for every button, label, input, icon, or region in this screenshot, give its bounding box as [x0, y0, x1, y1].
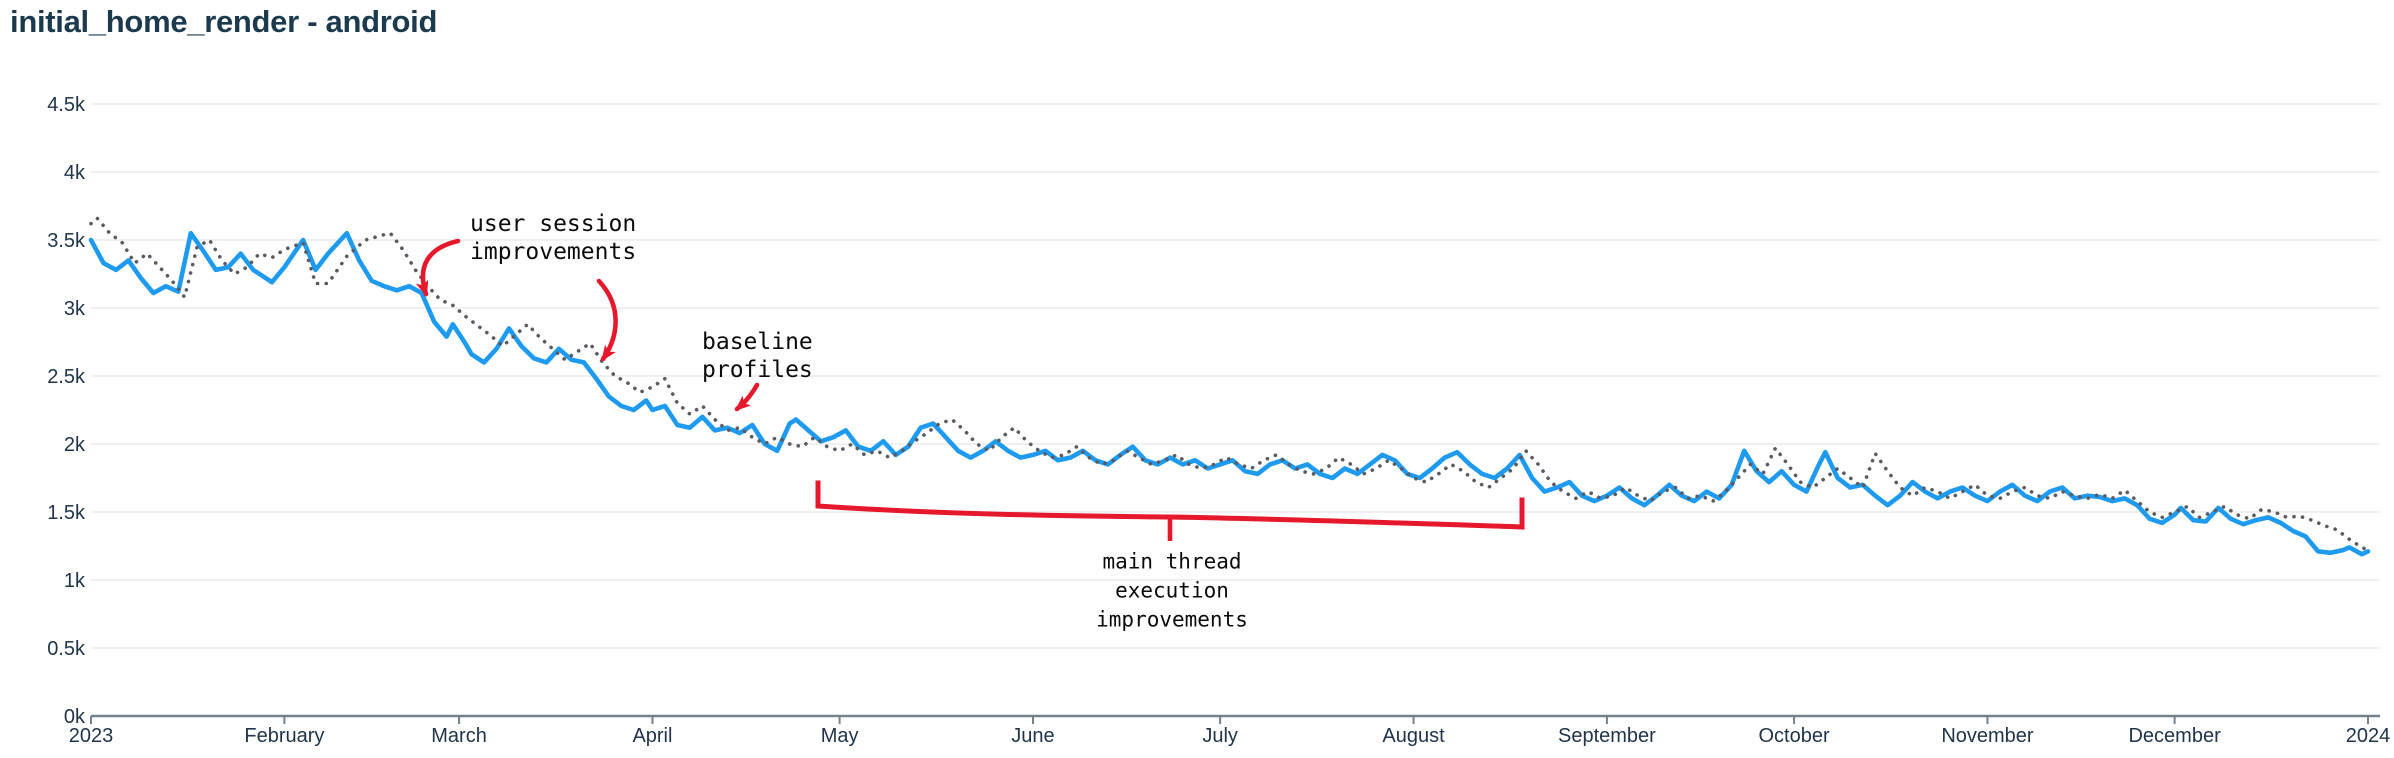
annotation-text-baseline-profiles: baseline	[702, 329, 813, 355]
y-axis-label-1k: 1k	[64, 570, 86, 592]
x-axis-label-April: April	[632, 725, 672, 747]
y-axis-label-4k: 4k	[64, 162, 86, 184]
series-solid_blue-line	[88, 230, 2371, 557]
y-axis-label-2.5k: 2.5k	[47, 366, 86, 388]
x-axis-label-November: November	[1941, 725, 2034, 747]
x-axis-label-September: September	[1558, 725, 1656, 747]
annotation-text-user-session: improvements	[470, 239, 636, 265]
y-axis-label-4.5k: 4.5k	[47, 94, 86, 116]
annotation-text-main-thread: improvements	[1096, 607, 1248, 631]
y-axis-label-2k: 2k	[64, 434, 86, 456]
annotation-text-baseline-profiles: profiles	[702, 357, 813, 383]
y-axis-label-0.5k: 0.5k	[47, 638, 86, 660]
y-axis-label-3k: 3k	[64, 298, 86, 320]
x-axis-label-August: August	[1382, 725, 1445, 747]
y-axis-label-1.5k: 1.5k	[47, 502, 86, 524]
y-axis-label-0k: 0k	[64, 706, 86, 728]
chart-title: initial_home_render - android	[10, 4, 438, 39]
x-axis-label-2023: 2023	[69, 725, 114, 747]
y-axis-label-3.5k: 3.5k	[47, 230, 86, 252]
annotation-text-user-session: user session	[470, 211, 636, 237]
x-axis-label-2024: 2024	[2346, 725, 2391, 747]
annotation-arrow-user-session-2	[596, 278, 618, 362]
x-axis-label-June: June	[1011, 725, 1054, 747]
x-axis-label-March: March	[431, 725, 487, 747]
x-axis-label-December: December	[2128, 725, 2221, 747]
x-axis-label-May: May	[821, 725, 859, 747]
annotation-text-main-thread: main thread	[1102, 549, 1241, 573]
x-axis-label-October: October	[1758, 725, 1829, 747]
annotation-text-main-thread: execution	[1115, 578, 1229, 602]
annotation-arrow-baseline-profiles-1	[734, 382, 760, 412]
x-axis-label-July: July	[1202, 725, 1238, 747]
series-dotted_gray-line	[89, 216, 2370, 552]
annotation-arrow-user-session-1	[415, 238, 461, 297]
x-axis-label-February: February	[244, 725, 324, 747]
